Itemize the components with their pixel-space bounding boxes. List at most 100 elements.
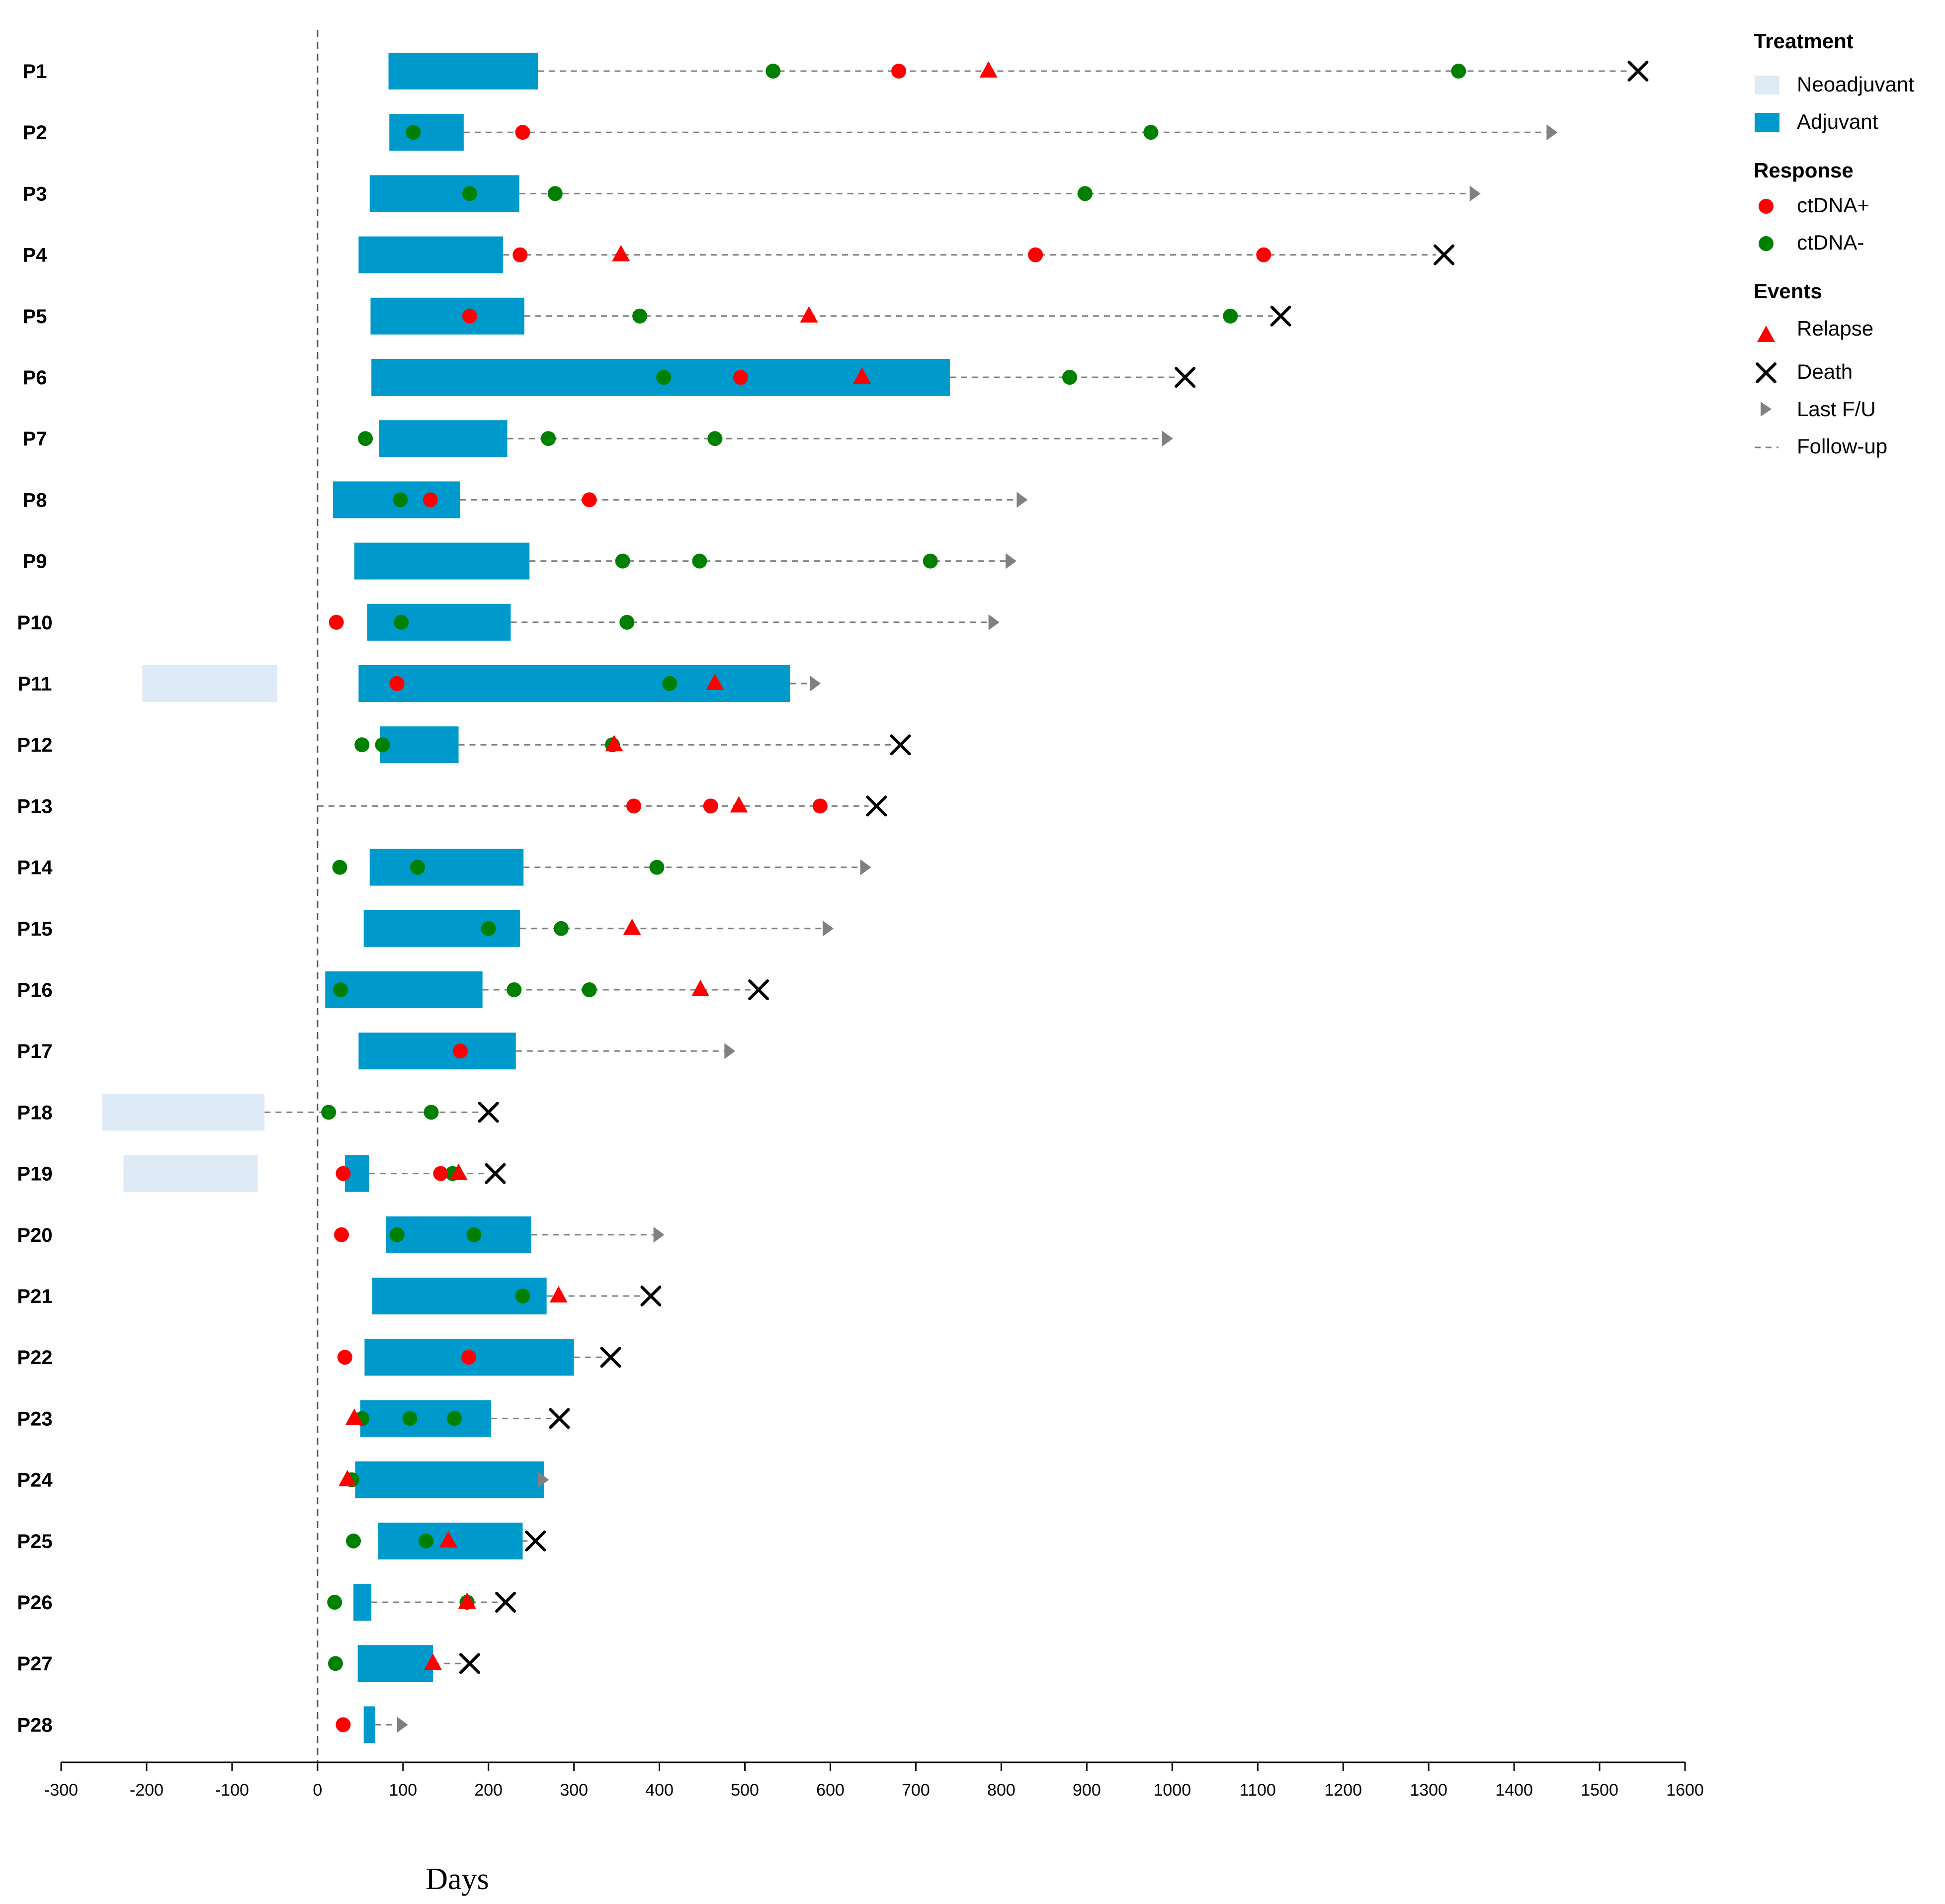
- x-tick-label-5: 200: [474, 1781, 503, 1800]
- ctdna-neg-point: [507, 982, 522, 997]
- death-marker: [549, 1408, 570, 1429]
- patient-label: P3: [23, 183, 47, 205]
- x-axis-title: Days: [425, 1862, 489, 1896]
- adjuvant-bar: [370, 297, 524, 335]
- patient-label: P6: [23, 367, 47, 389]
- death-marker: [459, 1653, 480, 1674]
- ctdna-pos-point: [812, 798, 828, 814]
- ctdna-pos-point: [515, 125, 530, 140]
- x-tick-label-18: 1500: [1581, 1781, 1618, 1800]
- adjuvant-bar: [358, 665, 790, 702]
- patient-label: P24: [17, 1470, 53, 1491]
- patient-row-P15: P15: [17, 910, 834, 947]
- relapse-marker: [338, 1470, 357, 1486]
- x-tick-label-1: -200: [130, 1781, 164, 1800]
- patient-label: P16: [17, 979, 52, 1001]
- patient-label: P19: [17, 1163, 52, 1185]
- ctdna-pos-point: [512, 247, 528, 262]
- ctdna-neg-point: [393, 492, 408, 508]
- patient-label: P10: [17, 612, 52, 634]
- x-tick-label-15: 1200: [1324, 1781, 1362, 1800]
- ctdna-neg-point: [481, 921, 496, 936]
- relapse-marker: [439, 1531, 457, 1548]
- x-tick-label-4: 100: [389, 1781, 417, 1800]
- ctdna-neg-point: [619, 614, 635, 630]
- relapse-marker: [623, 918, 641, 935]
- death-marker: [1270, 305, 1291, 327]
- patient-row-P4: P4: [23, 236, 1455, 273]
- adjuvant-bar: [353, 1584, 372, 1621]
- legend-death-label: Death: [1797, 360, 1853, 383]
- ctdna-neg-point: [582, 982, 597, 997]
- ctdna-neg-point: [354, 737, 370, 753]
- legend-ctdna-neg-marker: [1759, 236, 1774, 251]
- x-tick-label-8: 500: [731, 1781, 759, 1800]
- patient-row-P18: P18: [17, 1094, 499, 1131]
- ctdna-neg-point: [410, 860, 425, 875]
- patient-row-P24: P24: [17, 1461, 549, 1498]
- legend-last-fu-marker: [1761, 402, 1772, 417]
- patient-label: P12: [17, 734, 52, 756]
- ctdna-pos-point: [334, 1227, 349, 1242]
- patient-row-P2: P2: [23, 114, 1558, 151]
- ctdna-neg-point: [402, 1411, 418, 1426]
- relapse-marker: [423, 1653, 442, 1670]
- last-fu-marker: [1016, 492, 1028, 508]
- adjuvant-bar: [360, 1400, 491, 1437]
- ctdna-neg-point: [423, 1105, 439, 1120]
- legend-neoadjuvant-swatch: [1755, 76, 1779, 94]
- relapse-marker: [706, 674, 724, 690]
- patient-row-P1: P1: [23, 53, 1649, 89]
- patient-row-P13: P13: [17, 795, 887, 817]
- legend-relapse-label: Relapse: [1797, 317, 1873, 340]
- ctdna-neg-point: [419, 1533, 434, 1549]
- patient-label: P18: [17, 1102, 52, 1124]
- legend-ctdna-neg-label: ctDNA-: [1797, 231, 1864, 254]
- x-tick-label-12: 900: [1073, 1781, 1101, 1800]
- ctdna-neg-point: [332, 860, 347, 875]
- x-tick-label-11: 800: [987, 1781, 1015, 1800]
- ctdna-neg-point: [656, 370, 672, 385]
- death-marker: [478, 1102, 499, 1123]
- relapse-marker: [549, 1286, 568, 1302]
- patient-label: P20: [17, 1224, 52, 1246]
- ctdna-neg-point: [707, 431, 723, 446]
- patient-label: P15: [17, 918, 52, 940]
- relapse-marker: [612, 245, 630, 261]
- patient-row-P26: P26: [17, 1584, 516, 1621]
- ctdna-pos-point: [461, 1350, 477, 1365]
- last-fu-marker: [653, 1226, 665, 1243]
- relapse-marker: [853, 367, 871, 384]
- adjuvant-bar: [325, 971, 483, 1008]
- ctdna-pos-point: [626, 798, 642, 814]
- patient-row-P16: P16: [17, 971, 769, 1008]
- relapse-marker: [730, 796, 748, 813]
- x-tick-label-9: 600: [816, 1781, 845, 1800]
- legend-adjuvant-label: Adjuvant: [1797, 110, 1878, 133]
- ctdna-pos-point: [733, 370, 748, 385]
- death-marker: [1627, 61, 1649, 82]
- ctdna-neg-point: [321, 1105, 337, 1120]
- ctdna-neg-point: [389, 1227, 405, 1242]
- patient-row-P25: P25: [17, 1522, 546, 1559]
- ctdna-neg-point: [466, 1227, 482, 1242]
- patient-label: P8: [23, 489, 47, 511]
- patient-label: P13: [17, 795, 52, 817]
- death-marker: [1434, 244, 1455, 265]
- ctdna-neg-point: [615, 553, 630, 569]
- legend: Treatment Neoadjuvant Adjuvant Response …: [1754, 29, 1914, 458]
- legend-neoadjuvant-label: Neoadjuvant: [1797, 73, 1914, 96]
- ctdna-neg-point: [346, 1533, 361, 1549]
- ctdna-neg-point: [358, 431, 373, 446]
- relapse-marker: [605, 735, 623, 752]
- patient-label: P28: [17, 1714, 52, 1736]
- ctdna-pos-point: [452, 1043, 468, 1059]
- x-tick-label-3: 0: [313, 1781, 322, 1800]
- legend-ctdna-pos-marker: [1759, 199, 1774, 214]
- ctdna-neg-point: [923, 553, 938, 569]
- relapse-marker: [458, 1592, 476, 1609]
- patient-row-P21: P21: [17, 1278, 662, 1314]
- last-fu-marker: [724, 1043, 736, 1059]
- adjuvant-bar: [355, 1461, 544, 1498]
